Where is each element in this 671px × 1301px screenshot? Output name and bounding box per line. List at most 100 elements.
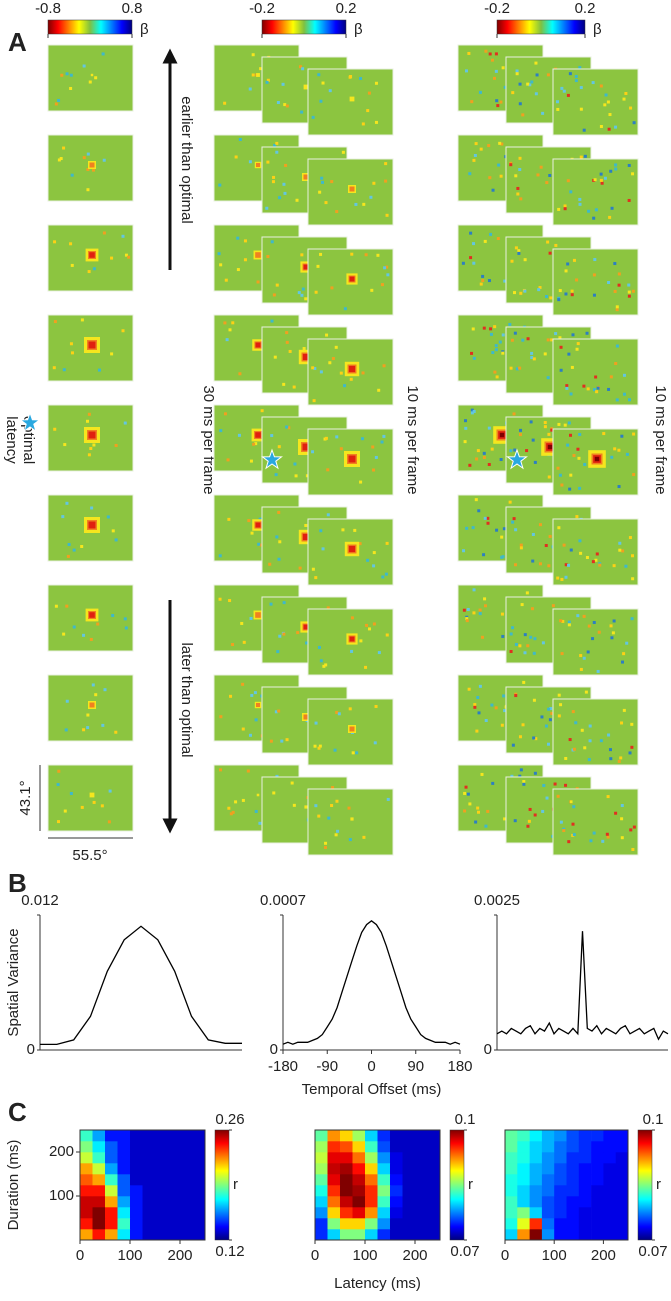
- scale-label: 55.5°: [72, 847, 107, 864]
- x-tick-label: 0: [367, 1058, 375, 1075]
- frame-dot: [510, 259, 514, 263]
- frame-blob: [89, 252, 95, 258]
- frame-dot: [473, 705, 477, 709]
- heatmap-cell: [192, 1229, 206, 1241]
- frame-dot: [621, 660, 625, 664]
- frame-dot: [560, 483, 564, 487]
- colorbar-tick-label: -0.8: [35, 0, 61, 17]
- frame-dot: [314, 576, 318, 580]
- frame-dot: [219, 715, 223, 719]
- heatmap-cell: [327, 1163, 341, 1175]
- frame-dot: [249, 616, 253, 620]
- heatmap-cell: [517, 1152, 530, 1164]
- frame-dot: [384, 179, 388, 183]
- heatmap-cell: [142, 1130, 156, 1142]
- heatmap-cell: [578, 1207, 592, 1219]
- heatmap-cell: [402, 1218, 416, 1230]
- frame-dot: [383, 266, 387, 270]
- frame-dot: [488, 176, 492, 180]
- heatmap-cell: [505, 1152, 518, 1164]
- heatmap-cell: [340, 1174, 353, 1186]
- frame-dot: [502, 694, 506, 698]
- frame-dot: [513, 291, 517, 295]
- heatmap-frame: [504, 1129, 629, 1241]
- frame-dot: [87, 270, 91, 274]
- frame-dot: [358, 542, 362, 546]
- frame-dot: [521, 113, 525, 117]
- frame-dot: [511, 91, 515, 95]
- frame-dot: [468, 172, 472, 176]
- colorbar-tick-label: 0.12: [215, 1243, 244, 1260]
- heatmap-cell: [80, 1218, 93, 1230]
- frame-dot: [350, 252, 354, 256]
- frame-dot: [270, 434, 274, 438]
- heatmap-cell: [554, 1130, 567, 1142]
- frame-dot: [547, 432, 551, 436]
- frame-dot: [463, 440, 467, 444]
- heatmap-cell: [327, 1130, 341, 1142]
- frame-dot: [535, 73, 539, 77]
- heatmap-cell: [365, 1141, 378, 1153]
- frame-dot: [374, 455, 378, 459]
- frame-dot: [556, 794, 560, 798]
- frame-dot: [276, 650, 280, 654]
- frame-dot: [591, 560, 595, 564]
- heatmap-cell: [566, 1174, 580, 1186]
- frame-dot: [285, 340, 289, 344]
- frame-dot: [302, 347, 306, 351]
- y-tick-label: 0: [270, 1041, 278, 1058]
- heatmap-cell: [117, 1174, 131, 1186]
- frame-dot: [556, 466, 560, 470]
- frame-dot: [583, 746, 587, 750]
- heatmap-cell: [352, 1130, 366, 1142]
- frame-dot: [347, 806, 351, 810]
- frame-dot: [579, 107, 583, 111]
- frame-dot: [501, 66, 505, 70]
- frame-dot: [614, 167, 618, 171]
- heatmap-cell: [390, 1163, 403, 1175]
- frame-dot: [569, 800, 573, 804]
- frame-dot: [569, 392, 573, 396]
- heatmap-cell: [92, 1130, 106, 1142]
- colorbar-label: β: [354, 21, 363, 38]
- frame-dot: [237, 433, 241, 437]
- x-axis-label: Latency (ms): [334, 1275, 421, 1292]
- frame-dot: [602, 432, 606, 436]
- frame-dot: [229, 694, 233, 698]
- frame-dot: [111, 614, 115, 618]
- frame-blob: [89, 792, 95, 798]
- frame-dot: [317, 814, 321, 818]
- frame-dot: [478, 90, 482, 94]
- frame-dot: [609, 624, 613, 628]
- heatmap-cell: [117, 1141, 131, 1153]
- frame-dot: [592, 388, 596, 392]
- line: [496, 931, 669, 1041]
- frame-dot: [607, 127, 611, 131]
- frame-dot: [532, 698, 536, 702]
- heatmap-cell: [529, 1130, 543, 1142]
- frame-dot: [359, 639, 363, 643]
- frame-dot: [231, 321, 235, 325]
- frame-dot: [550, 338, 554, 342]
- frame-dot: [60, 73, 64, 77]
- frame-dot: [522, 780, 526, 784]
- frame-dot: [537, 288, 541, 292]
- frame-dot: [320, 176, 324, 180]
- colorbar-tick-label: 0.2: [336, 0, 357, 17]
- frame-dot: [490, 58, 494, 62]
- frame-dot: [242, 640, 246, 644]
- frame-dot: [631, 172, 635, 176]
- frame-dot: [86, 713, 90, 717]
- heatmap-cell: [591, 1207, 604, 1219]
- heatmap-cell: [427, 1196, 441, 1208]
- frame-dot: [317, 646, 321, 650]
- frame-dot: [70, 173, 74, 177]
- frame-dot: [464, 69, 468, 73]
- frame-dot: [519, 768, 523, 772]
- frame-dot: [533, 771, 537, 775]
- heatmap-cell: [340, 1130, 353, 1142]
- star: [261, 448, 283, 470]
- heatmap-cell: [117, 1185, 131, 1197]
- frame-dot: [591, 81, 595, 85]
- frame-dot: [321, 547, 325, 551]
